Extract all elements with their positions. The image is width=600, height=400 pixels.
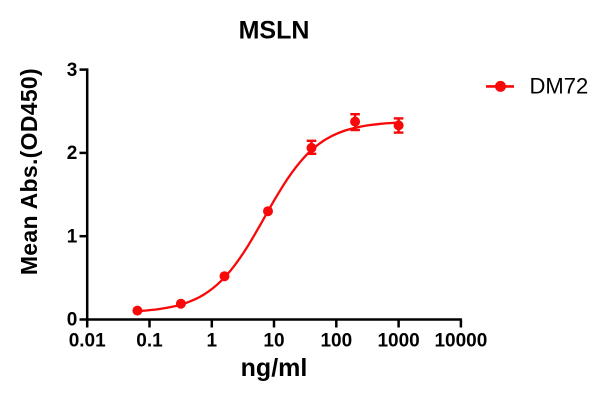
svg-text:1: 1 [207,331,218,352]
svg-text:0.1: 0.1 [136,331,163,352]
svg-text:0.01: 0.01 [69,331,106,352]
svg-text:Mean Abs.(OD450): Mean Abs.(OD450) [16,68,42,275]
svg-text:ng/ml: ng/ml [241,354,308,382]
svg-text:1: 1 [67,226,78,247]
svg-text:10000: 10000 [434,331,487,352]
svg-text:10: 10 [263,331,284,352]
svg-text:100: 100 [320,331,352,352]
svg-text:2: 2 [67,143,78,164]
svg-text:DM72: DM72 [530,73,589,98]
svg-text:MSLN: MSLN [239,17,310,45]
svg-text:0: 0 [67,310,78,331]
svg-text:1000: 1000 [377,331,419,352]
svg-text:3: 3 [67,60,78,81]
